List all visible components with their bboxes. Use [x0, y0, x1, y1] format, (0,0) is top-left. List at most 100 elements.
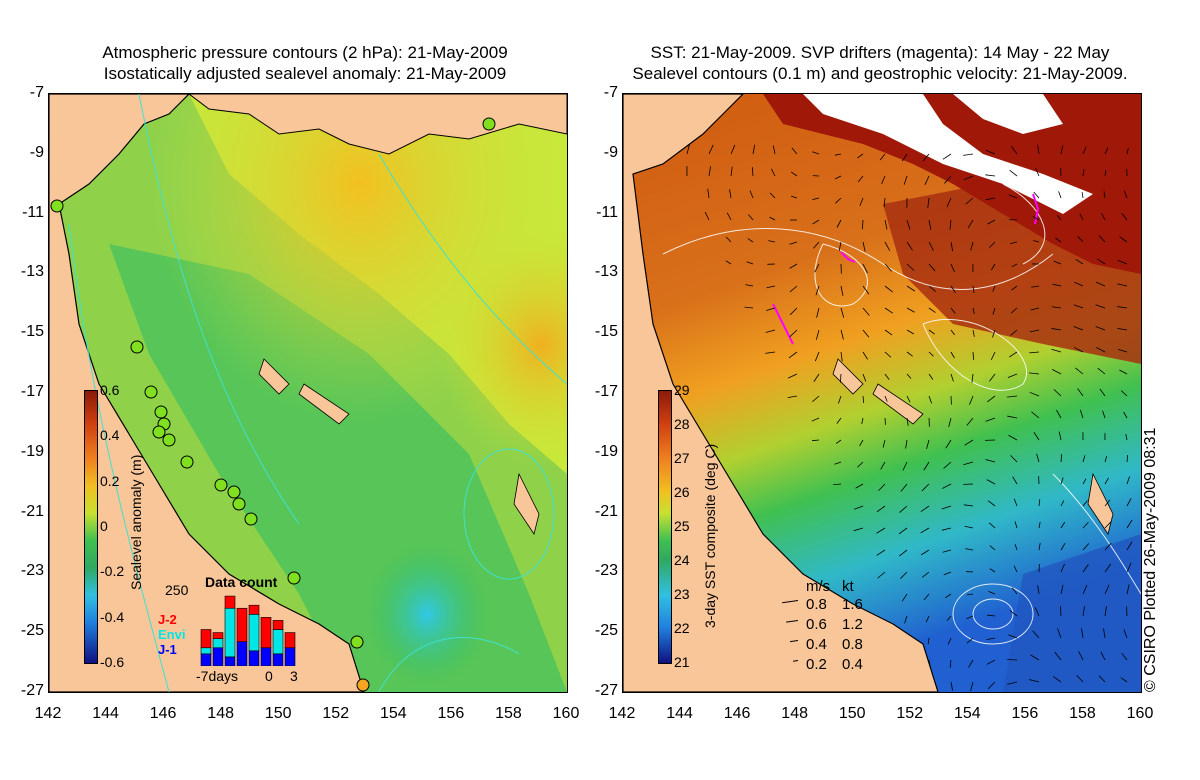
velocity-arrow	[1104, 584, 1110, 595]
y-tick-label: -7	[603, 84, 618, 101]
velocity-arrow	[1096, 347, 1106, 353]
velocity-arrow	[884, 373, 890, 380]
velocity-arrow	[1117, 259, 1128, 265]
velocity-arrow	[884, 263, 893, 272]
histogram-bar-j-1	[236, 641, 248, 666]
y-tick-label: -13	[20, 263, 44, 281]
velocity-arrow	[812, 151, 820, 155]
velocity-arrow	[765, 351, 776, 354]
velocity-arrow	[925, 615, 930, 623]
velocity-arrow	[884, 241, 891, 251]
velocity-arrow	[906, 329, 915, 335]
velocity-arrow	[906, 241, 913, 251]
plot-credit: © CSIRO Plotted 26-May-2009 08:31	[1142, 427, 1159, 692]
velocity-arrow	[765, 329, 776, 333]
velocity-arrow	[906, 395, 911, 403]
velocity-arrow	[854, 505, 864, 510]
histogram-bar-j-1	[284, 647, 296, 666]
velocity-arrow	[730, 166, 733, 177]
velocity-arrow	[862, 241, 866, 252]
velocity-arrow	[906, 373, 912, 379]
velocity-arrow	[884, 351, 892, 358]
velocity-arrow	[1054, 651, 1062, 661]
velocity-arrow	[1012, 476, 1018, 485]
island	[513, 472, 540, 535]
velocity-arrow	[1009, 610, 1018, 617]
velocity-arrow	[944, 175, 952, 184]
x-tick-label: 160	[1126, 705, 1154, 722]
mission-j1: J-1	[158, 642, 177, 657]
colorbar-tick-label: 26	[674, 484, 690, 500]
velocity-arrow	[899, 505, 908, 513]
velocity-arrow	[972, 351, 975, 360]
velocity-arrow	[945, 593, 952, 599]
velocity-arrow	[1102, 410, 1106, 419]
velocity-arrow	[811, 417, 820, 422]
velocity-arrow	[1117, 306, 1128, 309]
velocity-arrow	[815, 285, 820, 296]
velocity-legend-ms-value: 0.4	[806, 636, 827, 653]
velocity-arrow	[1033, 432, 1040, 441]
velocity-arrow	[1032, 216, 1040, 221]
velocity-arrow	[1033, 191, 1040, 199]
y-tick-label: -9	[29, 143, 44, 161]
x-tick-label: 152	[896, 705, 924, 722]
velocity-arrow	[906, 263, 915, 271]
x-tick-label: 152	[322, 705, 350, 722]
velocity-arrow	[1098, 235, 1106, 243]
velocity-arrow	[813, 373, 820, 383]
velocity-arrow	[968, 659, 974, 668]
colorbar-tick-label: 22	[674, 620, 690, 636]
velocity-arrow	[900, 571, 908, 579]
velocity-arrow	[1007, 415, 1018, 419]
png-warm-land-sst	[763, 94, 1141, 274]
velocity-arrow	[928, 285, 936, 292]
velocity-arrow	[840, 351, 843, 362]
velocity-arrow	[1099, 388, 1106, 397]
x-tick-label: 160	[552, 705, 580, 722]
velocity-arrow	[1082, 478, 1087, 485]
left-map-sealevel-anomaly	[48, 93, 568, 693]
velocity-arrow	[1079, 213, 1084, 221]
velocity-arrow	[950, 373, 954, 382]
velocity-arrow	[899, 549, 908, 557]
velocity-arrow	[880, 461, 886, 470]
left-colorbar-label: Sealevel anomaly (m)	[128, 454, 144, 590]
velocity-arrow	[1008, 634, 1018, 639]
velocity-arrow	[966, 593, 974, 596]
colorbar-tick-label: 0.4	[100, 427, 120, 444]
velocity-arrow	[769, 192, 776, 199]
velocity-arrow	[928, 373, 934, 380]
velocity-arrow	[906, 307, 915, 313]
velocity-arrow	[857, 461, 864, 468]
velocity-arrow	[1104, 456, 1108, 463]
velocity-arrow	[1058, 191, 1062, 199]
velocity-arrow	[950, 681, 953, 691]
velocity-arrow	[945, 439, 952, 449]
velocity-arrow	[926, 439, 930, 450]
velocity-arrow	[1029, 329, 1040, 333]
island	[832, 358, 864, 395]
velocity-arrow	[1014, 544, 1018, 551]
velocity-arrow	[942, 549, 952, 553]
velocity-arrow	[927, 637, 930, 645]
histogram-bar-envi	[200, 647, 212, 655]
velocity-arrow	[1104, 542, 1112, 551]
velocity-arrow	[949, 659, 952, 668]
velocity-arrow	[1126, 519, 1133, 529]
velocity-arrow	[1057, 628, 1062, 639]
velocity-arrow	[1126, 562, 1132, 573]
velocity-arrow	[1008, 434, 1018, 441]
velocity-arrow	[989, 568, 996, 573]
velocity-arrow	[948, 417, 952, 428]
right-colorbar-label: 3-day SST composite (deg C)	[702, 443, 718, 628]
y-tick-label: -25	[594, 622, 618, 640]
velocity-arrow	[928, 307, 936, 313]
mission-j2: J-2	[158, 612, 177, 627]
histogram-bar-j-2	[212, 632, 224, 639]
velocity-arrow	[928, 263, 936, 272]
velocity-arrow	[789, 307, 798, 316]
velocity-arrow	[708, 144, 714, 155]
velocity-arrow	[1009, 351, 1018, 358]
velocity-arrow	[787, 373, 798, 379]
